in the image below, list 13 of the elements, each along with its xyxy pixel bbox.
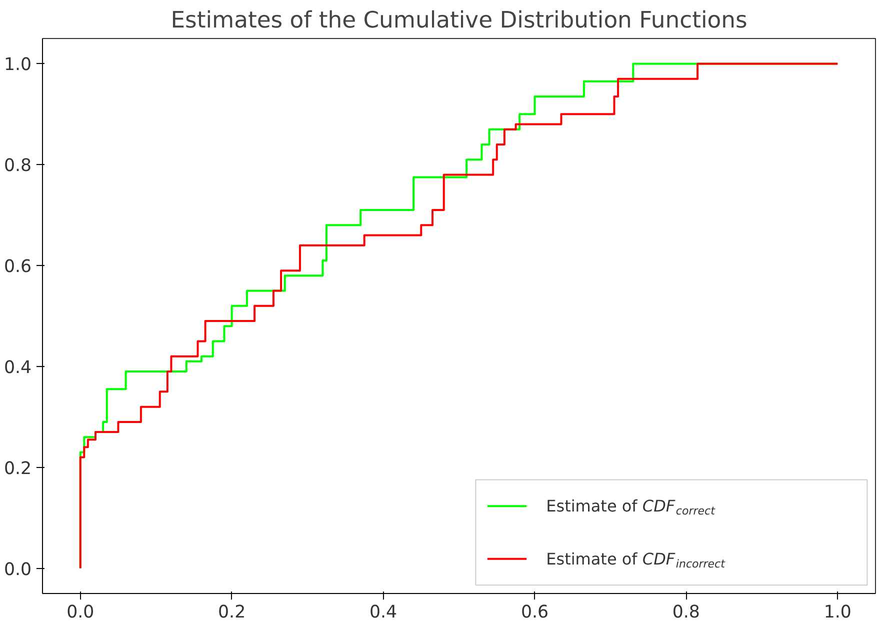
x-tick-label: 0.8 <box>672 602 700 622</box>
y-tick-label: 0.4 <box>4 358 32 378</box>
x-tick-label: 0.2 <box>218 602 246 622</box>
y-tick-label: 1.0 <box>4 55 32 76</box>
chart-title: Estimates of the Cumulative Distribution Functions <box>170 8 748 34</box>
x-tick-label: 1.0 <box>824 602 852 622</box>
y-tick-label: 0.8 <box>4 156 32 176</box>
x-tick-label: 0.4 <box>369 602 398 622</box>
x-tick-label: 0.6 <box>520 602 549 622</box>
y-tick-label: 0.6 <box>4 257 32 278</box>
x-tick-label: 0.0 <box>66 602 94 622</box>
y-tick-label: 0.2 <box>4 458 32 479</box>
y-tick-label: 0.0 <box>4 560 32 580</box>
